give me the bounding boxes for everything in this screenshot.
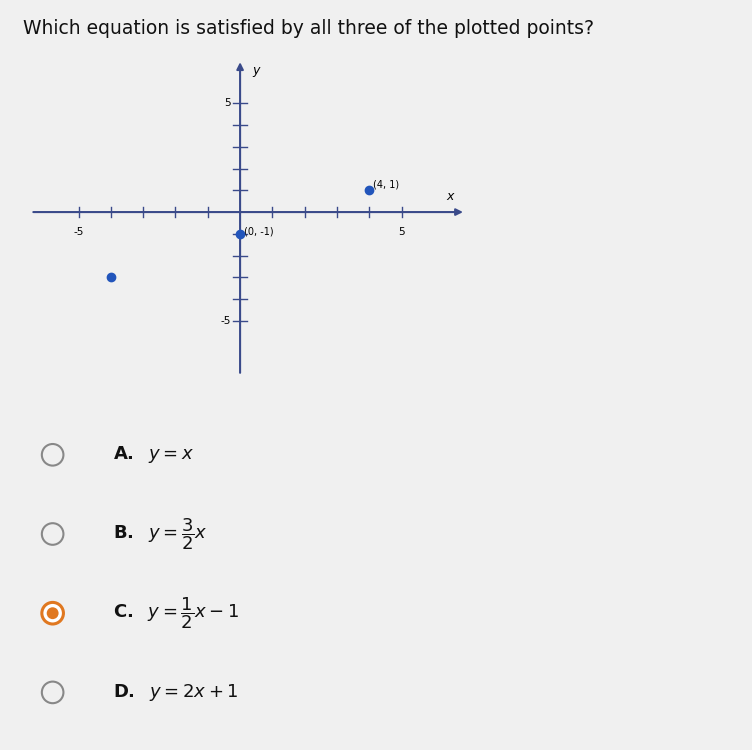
Text: $\bf{A.}$  $y= x$: $\bf{A.}$ $y= x$ <box>113 444 194 465</box>
Text: x: x <box>447 190 453 203</box>
Text: Which equation is satisfied by all three of the plotted points?: Which equation is satisfied by all three… <box>23 19 593 38</box>
Ellipse shape <box>42 602 63 624</box>
Text: 5: 5 <box>399 227 405 237</box>
Text: $\bf{D.}$  $y= 2x+ 1$: $\bf{D.}$ $y= 2x+ 1$ <box>113 682 238 703</box>
Text: $\bf{C.}$  $y= \dfrac{1}{2}x- 1$: $\bf{C.}$ $y= \dfrac{1}{2}x- 1$ <box>113 596 238 631</box>
Text: (4, 1): (4, 1) <box>373 180 399 190</box>
Text: -5: -5 <box>74 227 83 237</box>
Text: $\bf{B.}$  $y= \dfrac{3}{2}x$: $\bf{B.}$ $y= \dfrac{3}{2}x$ <box>113 516 208 552</box>
Ellipse shape <box>47 608 59 619</box>
Text: y: y <box>253 64 260 77</box>
Text: (0, -1): (0, -1) <box>244 226 274 236</box>
Text: -5: -5 <box>220 316 230 326</box>
Text: 5: 5 <box>224 98 230 109</box>
